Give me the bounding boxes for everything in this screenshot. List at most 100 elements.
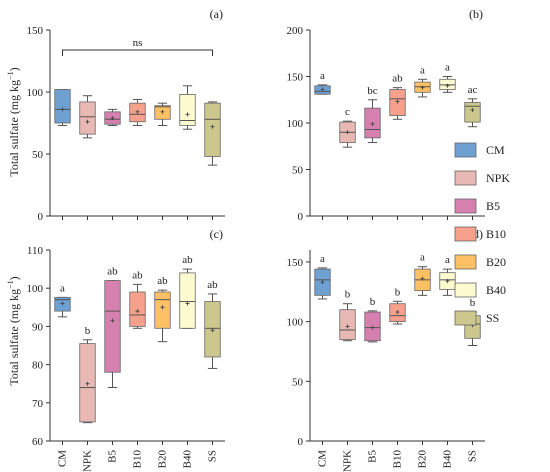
mean-marker	[135, 309, 140, 314]
mean-marker	[135, 109, 140, 114]
x-tick-label: B10	[132, 450, 144, 469]
box-NPK: b	[339, 289, 356, 342]
y-tick-label: 150	[287, 72, 304, 84]
significance-letter: ab	[107, 266, 118, 278]
y-tick-label: 100	[27, 87, 44, 99]
significance-letter: a	[445, 62, 450, 74]
significance-letter: a	[445, 254, 450, 266]
box-body	[179, 94, 196, 126]
legend-label: B40	[486, 283, 506, 297]
box-B20	[154, 102, 171, 126]
box-body	[204, 102, 221, 157]
y-tick-label: 80	[32, 360, 44, 372]
mean-marker	[395, 310, 400, 315]
significance-letter: a	[320, 253, 325, 265]
legend-label: NPK	[486, 171, 510, 185]
mean-marker	[320, 87, 325, 92]
mean-marker	[110, 318, 115, 323]
y-tick-label: 70	[32, 398, 44, 410]
significance-letter: b	[370, 296, 376, 308]
x-tick-label: B5	[107, 450, 119, 463]
box-body	[54, 89, 71, 124]
box-NPK: c	[339, 106, 356, 148]
box-SS: ac	[464, 84, 481, 128]
x-tick-label: NPK	[82, 450, 94, 472]
box-NPK	[79, 95, 96, 139]
y-tick-label: 0	[298, 211, 304, 223]
y-tick-label: 150	[27, 25, 44, 37]
x-tick-label: B5	[367, 450, 379, 463]
x-tick-label: B20	[417, 450, 429, 469]
y-tick-label: 100	[287, 118, 304, 130]
x-tick-label: B40	[442, 450, 454, 469]
x-tick-label: SS	[207, 450, 219, 462]
legend-swatch	[454, 142, 477, 158]
y-axis-title-top: Total sulfate (mg kg−1)	[6, 67, 21, 176]
mean-marker	[320, 280, 325, 285]
x-tick-label: B20	[157, 450, 169, 469]
mean-marker	[85, 381, 90, 386]
significance-letter: ab	[182, 254, 193, 266]
box-body	[179, 272, 196, 329]
box-body	[464, 102, 481, 123]
y-tick-label: 100	[27, 283, 44, 295]
significance-letter: b	[470, 297, 476, 309]
significance-letter: c	[345, 106, 350, 118]
box-B20: a	[414, 252, 431, 296]
legend-item-SS: SS	[454, 310, 499, 326]
mean-marker	[470, 107, 475, 112]
legend-swatch	[454, 254, 477, 270]
mean-marker	[420, 276, 425, 281]
legend-swatch	[454, 198, 477, 214]
y-tick-label: 50	[292, 376, 304, 388]
legend-item-CM: CM	[454, 142, 505, 158]
box-CM: a	[314, 70, 331, 95]
y-tick-label: 0	[298, 436, 304, 448]
significance-letter: ac	[468, 84, 478, 96]
box-B10: b	[389, 286, 406, 325]
panel-label: (b)	[469, 7, 483, 21]
y-tick-label: 200	[287, 25, 304, 37]
mean-marker	[60, 301, 65, 306]
panel-label: (c)	[210, 227, 223, 241]
mean-marker	[110, 116, 115, 121]
x-tick-label: CM	[57, 450, 69, 467]
y-tick-label: 110	[27, 245, 44, 257]
significance-letter: bc	[367, 85, 378, 97]
mean-marker	[445, 279, 450, 284]
legend-label: B20	[486, 255, 506, 269]
mean-marker	[210, 124, 215, 129]
legend-item-B40: B40	[454, 282, 506, 298]
significance-letter: a	[420, 252, 425, 264]
y-tick-label: 100	[287, 317, 304, 329]
significance-letter: ab	[132, 269, 143, 281]
box-B10	[129, 98, 146, 126]
mean-marker	[345, 130, 350, 135]
legend-item-B10: B10	[454, 226, 506, 242]
legend-swatch	[454, 170, 477, 186]
y-axis-title-bottom: Total sulfate (mg kg−1)	[6, 276, 21, 385]
significance-letter: ab	[207, 279, 218, 291]
legend-swatch	[454, 226, 477, 242]
box-SS	[204, 101, 221, 166]
box-body	[104, 280, 121, 373]
box-body	[154, 291, 171, 329]
box-body	[79, 101, 96, 135]
y-tick-label: 90	[32, 321, 44, 333]
mean-marker	[160, 305, 165, 310]
box-B40	[179, 85, 196, 130]
box-B40: a	[439, 62, 456, 93]
legend: CM NPK B5 B10 B20 B40 SS	[454, 142, 510, 326]
box-CM: a	[54, 282, 71, 318]
x-tick-label: SS	[467, 450, 479, 462]
panel-2: 60 70 80 90 100 110 (c) a CM b NPK ab B5 ab B10 ab B20 ab…	[27, 227, 225, 472]
significance-letter: ab	[392, 73, 403, 85]
ns-bracket	[62, 49, 213, 56]
significance-letter: b	[395, 286, 401, 298]
panel-0: 0 50 100 150 (a) ns	[27, 7, 225, 223]
significance-letter: a	[320, 70, 325, 82]
box-B20: ab	[154, 275, 171, 343]
mean-marker	[445, 83, 450, 88]
y-tick-label: 50	[292, 165, 304, 177]
